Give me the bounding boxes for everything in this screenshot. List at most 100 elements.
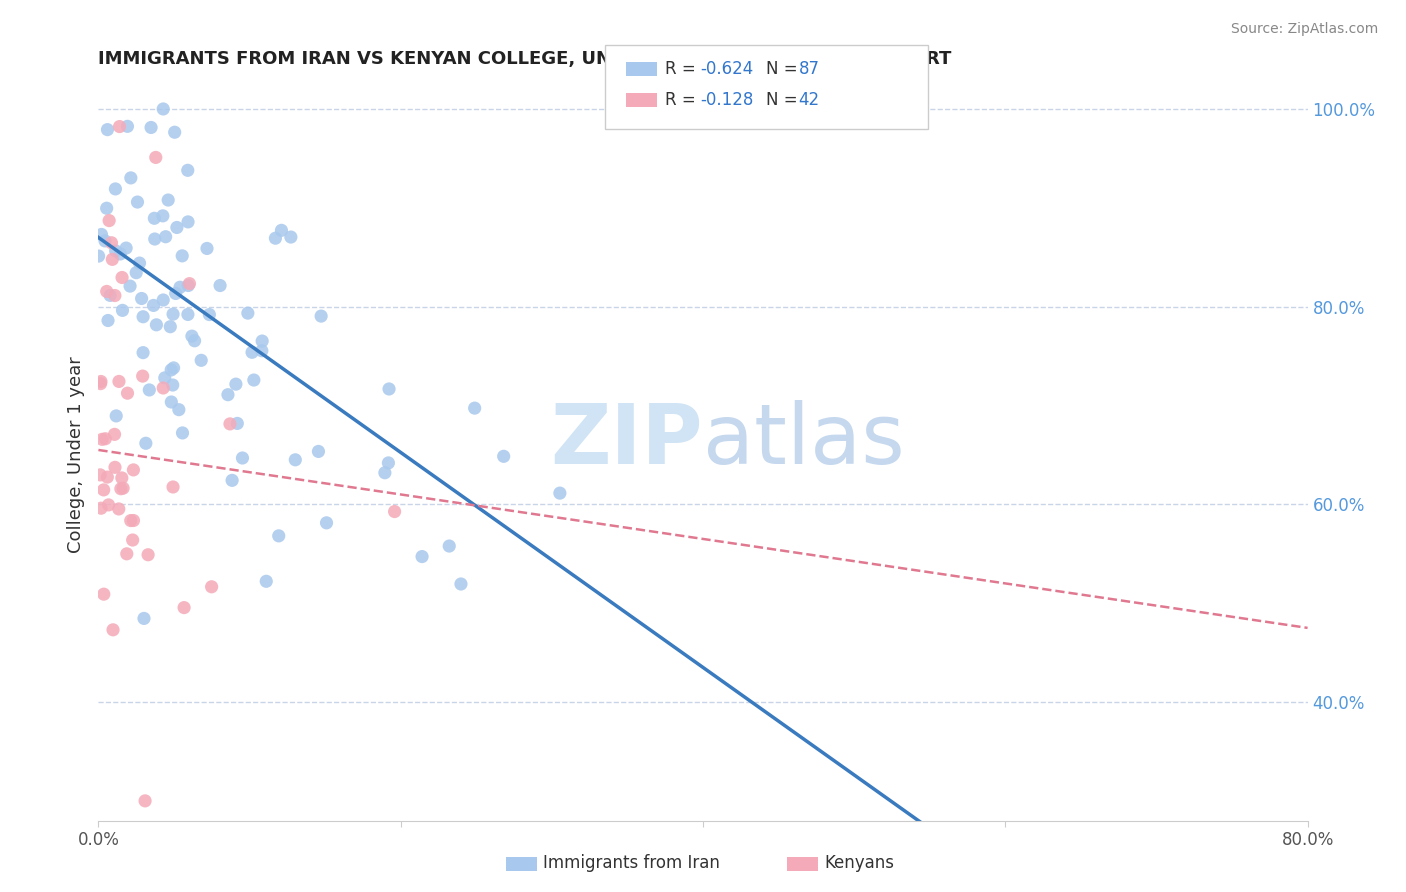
Point <box>104 460 127 475</box>
Text: N =: N = <box>766 60 803 78</box>
Point <box>250 334 273 348</box>
Point <box>122 514 145 528</box>
Point <box>179 277 201 291</box>
Text: N =: N = <box>766 91 803 109</box>
Point <box>111 471 134 485</box>
Point <box>122 463 145 477</box>
Point <box>439 539 461 553</box>
Point <box>152 381 174 395</box>
Point <box>107 502 129 516</box>
Point <box>127 195 149 210</box>
Point <box>132 345 155 359</box>
Point <box>267 529 290 543</box>
Point <box>145 318 167 332</box>
Point <box>132 611 155 625</box>
Point <box>96 470 118 484</box>
Text: R =: R = <box>665 60 702 78</box>
Text: ZIP: ZIP <box>551 400 703 481</box>
Point <box>110 482 132 496</box>
Point <box>254 574 277 589</box>
Point <box>98 288 121 302</box>
Point <box>112 481 135 495</box>
Point <box>152 209 174 223</box>
Point <box>284 452 307 467</box>
Point <box>181 329 204 343</box>
Point <box>264 231 287 245</box>
Point <box>209 278 232 293</box>
Text: Kenyans: Kenyans <box>824 855 894 872</box>
Point <box>120 279 142 293</box>
Point <box>152 293 174 307</box>
Text: Immigrants from Iran: Immigrants from Iran <box>543 855 720 872</box>
Point <box>201 580 224 594</box>
Point <box>98 213 121 227</box>
Point <box>270 223 292 237</box>
Point <box>96 285 118 299</box>
Point <box>219 417 242 431</box>
Point <box>464 401 486 416</box>
Point <box>153 371 176 385</box>
Point <box>94 432 117 446</box>
Point <box>240 345 263 359</box>
Point <box>307 444 329 458</box>
Point <box>138 383 160 397</box>
Point <box>172 249 194 263</box>
Point <box>132 310 155 324</box>
Point <box>104 182 127 196</box>
Point <box>131 292 153 306</box>
Point <box>280 230 302 244</box>
Point <box>145 150 167 164</box>
Point <box>160 395 183 409</box>
Point <box>101 623 124 637</box>
Point <box>97 313 120 327</box>
Point <box>105 409 128 423</box>
Point <box>96 201 118 215</box>
Point <box>152 102 174 116</box>
Point <box>101 252 124 267</box>
Point <box>93 587 115 601</box>
Point <box>162 360 184 375</box>
Text: 87: 87 <box>799 60 820 78</box>
Point <box>243 373 266 387</box>
Point <box>117 386 139 401</box>
Point <box>110 247 132 261</box>
Point <box>162 307 184 321</box>
Point <box>103 427 125 442</box>
Point <box>115 241 138 255</box>
Point <box>162 378 184 392</box>
Point <box>157 193 180 207</box>
Text: atlas: atlas <box>703 400 904 481</box>
Point <box>131 369 153 384</box>
Point <box>87 249 110 263</box>
Point <box>143 232 166 246</box>
Point <box>183 334 205 348</box>
Point <box>104 288 127 302</box>
Point <box>548 486 571 500</box>
Text: IMMIGRANTS FROM IRAN VS KENYAN COLLEGE, UNDER 1 YEAR CORRELATION CHART: IMMIGRANTS FROM IRAN VS KENYAN COLLEGE, … <box>98 50 952 68</box>
Point <box>139 120 162 135</box>
Point <box>97 498 120 512</box>
Text: -0.624: -0.624 <box>700 60 754 78</box>
Point <box>125 266 148 280</box>
Point <box>384 504 406 518</box>
Point <box>117 120 139 134</box>
Point <box>172 425 194 440</box>
Point <box>221 474 243 488</box>
Point <box>492 450 515 464</box>
Point <box>167 402 190 417</box>
Point <box>160 363 183 377</box>
Point <box>155 229 177 244</box>
Point <box>100 235 122 250</box>
Point <box>134 794 156 808</box>
Point <box>142 298 165 312</box>
Point <box>315 516 337 530</box>
Point <box>108 375 131 389</box>
Text: R =: R = <box>665 91 702 109</box>
Point <box>104 244 127 258</box>
Point <box>115 547 138 561</box>
Point <box>128 256 150 270</box>
Point <box>177 215 200 229</box>
Point <box>108 120 131 134</box>
Text: 42: 42 <box>799 91 820 109</box>
Point <box>90 501 112 516</box>
